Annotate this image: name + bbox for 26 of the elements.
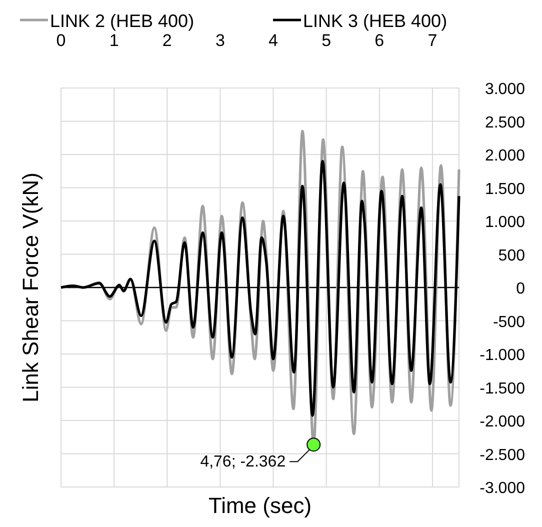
y-tick-label: -3.000 — [480, 480, 526, 497]
y-axis-title: Link Shear Force V(kN) — [18, 172, 43, 402]
y-tick-label: -2.000 — [480, 414, 526, 430]
y-tick-label: -2.500 — [480, 446, 526, 464]
y-tick-label: 0 — [516, 280, 526, 298]
x-tick-label: 1 — [109, 31, 119, 50]
annotation: 4,76; -2.362 — [200, 454, 286, 471]
y-tick-label: -500 — [492, 314, 526, 331]
x-tick-label: 3 — [215, 31, 225, 50]
x-tick-label: 0 — [56, 31, 66, 50]
y-tick-label: 500 — [498, 247, 526, 264]
legend-label: LINK 3 (HEB 400) — [303, 11, 448, 31]
y-tick-label: 1.000 — [484, 214, 526, 231]
legend-label: LINK 2 (HEB 400) — [50, 11, 194, 31]
x-tick-label: 6 — [374, 31, 384, 50]
y-tick-label: -1.500 — [480, 380, 526, 398]
x-tick-label: 4 — [268, 31, 278, 50]
y-tick-label: 2.500 — [484, 114, 526, 132]
y-tick-label: 1.500 — [484, 180, 526, 198]
x-tick-label: 2 — [162, 31, 172, 50]
y-tick-label: 2.000 — [484, 148, 526, 164]
x-axis-title: Time (sec) — [208, 493, 312, 518]
y-tick-label: 3.000 — [484, 81, 526, 98]
x-tick-label: 5 — [322, 31, 332, 50]
y-tick-label: -1.000 — [480, 347, 526, 364]
x-tick-label: 7 — [428, 31, 438, 50]
